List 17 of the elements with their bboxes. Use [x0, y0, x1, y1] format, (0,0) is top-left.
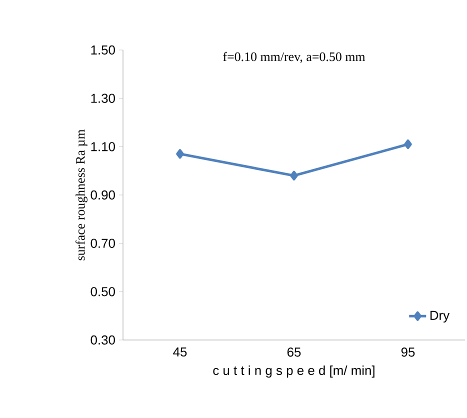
x-tick-label: 45: [173, 348, 187, 357]
point: [290, 170, 298, 180]
legend-label: Dry: [430, 310, 450, 323]
point: [176, 149, 184, 159]
point: [404, 139, 412, 150]
y-tick-label: 0.90: [90, 190, 115, 200]
chart-title: f=0.10 mm/rev, a=0.50 mm: [223, 52, 366, 64]
x-axis-title: c u t t i n g s p e e d [m/ min]: [213, 366, 374, 378]
y-tick-label: 0.30: [90, 335, 115, 345]
y-tick-label: 1.10: [91, 142, 115, 152]
y-axis-title: surface roughness Ra µm: [76, 129, 88, 260]
x-tick-label: 65: [287, 348, 301, 357]
y-tick-label: 0.50: [90, 287, 115, 296]
y-tick-label: 1.30: [91, 94, 115, 103]
x-tick-label: 95: [401, 348, 415, 357]
y-tick-label: 0.70: [90, 238, 115, 248]
y-tick-label: 1.50: [91, 45, 115, 55]
